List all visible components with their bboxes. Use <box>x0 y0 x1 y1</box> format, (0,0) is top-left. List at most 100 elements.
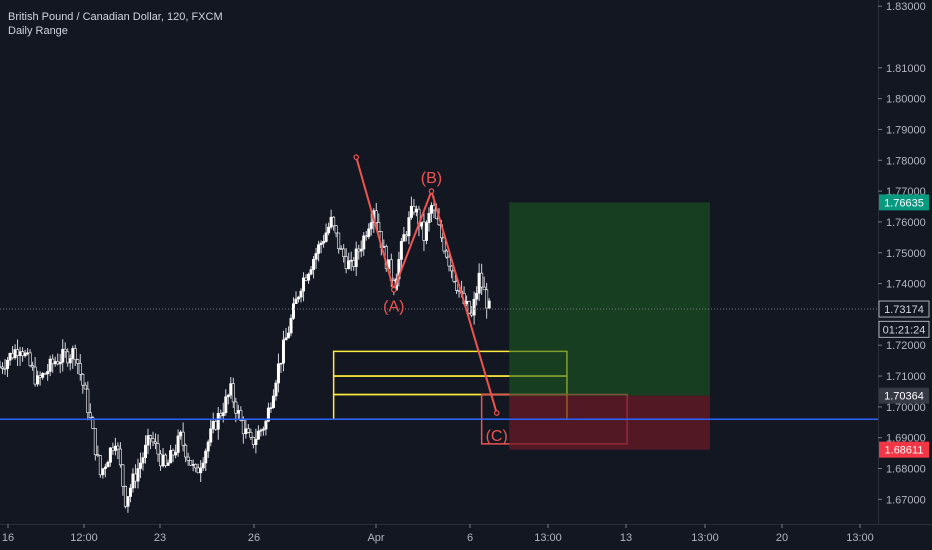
candle-body <box>133 473 137 482</box>
indicator-label[interactable]: Daily Range <box>8 25 68 37</box>
candle-body <box>196 467 200 474</box>
candle-body <box>422 221 426 241</box>
wave-point-2[interactable] <box>428 188 435 194</box>
candle-body <box>199 467 203 474</box>
candle-body <box>73 348 77 361</box>
last-price-badge-bg <box>878 300 930 318</box>
candle-body <box>103 466 107 470</box>
candle-body <box>407 217 411 237</box>
time-tick-label: 13 <box>620 532 632 544</box>
candle-body <box>3 368 7 370</box>
elliott-wave-line[interactable] <box>355 156 498 414</box>
candle-body <box>78 363 82 375</box>
candle-body <box>33 366 37 385</box>
long-stop-zone-5[interactable] <box>509 395 710 450</box>
candle-body <box>26 352 30 355</box>
candle-body <box>111 447 115 451</box>
symbol-title[interactable]: British Pound / Canadian Dollar, 120, FX… <box>8 11 223 23</box>
candle-body <box>369 222 373 230</box>
long-target-zone-4[interactable] <box>509 202 710 396</box>
candle-body <box>482 286 486 291</box>
candle-body <box>427 213 431 223</box>
candle-body <box>241 420 245 435</box>
stop-loss-badge-bg <box>879 441 929 458</box>
candle-body <box>347 260 351 269</box>
wave-point-3[interactable] <box>493 410 500 416</box>
last-price-badge-label: 1.73174 <box>884 304 924 316</box>
candle-body <box>209 428 213 443</box>
time-tick-label: 12:00 <box>70 532 98 544</box>
price-tick-label: 1.78000 <box>886 155 926 167</box>
candle-body <box>138 462 142 469</box>
candle-body <box>251 436 255 445</box>
chart-legend[interactable]: British Pound / Canadian Dollar, 120, FX… <box>8 10 223 38</box>
price-tick-label: 1.81000 <box>886 63 926 75</box>
wave-label-2: (C) <box>486 428 508 445</box>
candle-body <box>231 383 235 403</box>
candle-body <box>477 272 481 294</box>
candle-body <box>159 453 163 467</box>
candle-body <box>465 300 469 304</box>
candle-body <box>487 300 491 309</box>
candle-body <box>404 234 408 237</box>
wave-point-1[interactable] <box>391 286 397 293</box>
time-axis[interactable]: 16 12:00 23 26 Apr 6 13:00 13 13:00 20 13:00 <box>2 524 874 544</box>
drawing-lines[interactable]: (A) (B) (C) <box>0 154 878 445</box>
time-tick-label: 13:00 <box>846 532 874 544</box>
candle-body <box>472 298 476 316</box>
candle-body <box>219 413 223 417</box>
candle-body <box>86 388 90 414</box>
candle-body <box>214 420 218 430</box>
price-tick-label: 1.74000 <box>886 279 926 291</box>
candle-body <box>13 349 17 359</box>
candle-body <box>299 290 303 298</box>
candle-body <box>352 259 356 267</box>
candle-body <box>229 383 233 396</box>
price-tick-label: 1.75000 <box>886 248 926 260</box>
wave-point-0[interactable] <box>353 154 360 161</box>
candle-body <box>121 464 125 487</box>
candle-body <box>136 468 140 482</box>
candle-body <box>414 208 418 213</box>
candle-body <box>276 363 280 384</box>
candle-body <box>101 468 105 476</box>
candle-body <box>191 464 195 466</box>
candle-body <box>289 318 293 334</box>
candle-body <box>236 410 240 414</box>
candle-body <box>123 486 127 507</box>
price-axis[interactable]: 1.830001.810001.800001.790001.780001.770… <box>878 1 926 506</box>
candle-body <box>71 348 75 359</box>
candle-body <box>176 435 180 453</box>
candle-body <box>28 352 32 366</box>
candle-body <box>256 430 260 440</box>
candle-body <box>53 361 57 365</box>
candle-body <box>204 450 208 464</box>
candle-body <box>118 448 122 466</box>
candle-body <box>279 362 283 365</box>
candle-body <box>324 232 328 242</box>
candle-body <box>367 228 371 237</box>
candle-body <box>334 225 338 234</box>
time-tick-label: 13:00 <box>534 532 562 544</box>
candle-body <box>221 412 225 417</box>
candle-body <box>93 428 97 455</box>
candle-body <box>88 412 92 419</box>
candle-body <box>48 358 52 372</box>
candle-body <box>131 473 135 489</box>
drawing-zones[interactable] <box>332 202 710 450</box>
price-tick-label: 1.68000 <box>886 464 926 476</box>
candle-body <box>429 205 433 214</box>
price-tick-label: 1.71000 <box>886 371 926 383</box>
candle-body <box>475 292 479 300</box>
candle-body <box>174 452 178 456</box>
candle-body <box>43 373 47 375</box>
candle-body <box>382 246 386 248</box>
candle-body <box>309 269 313 275</box>
candle-body <box>455 281 459 291</box>
entry-badge-bg <box>879 387 929 404</box>
candle-body <box>194 464 198 469</box>
candle-body <box>146 435 150 446</box>
candle-body <box>467 300 471 314</box>
